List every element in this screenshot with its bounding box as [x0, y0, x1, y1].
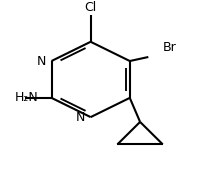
Text: Br: Br: [163, 41, 177, 54]
Text: N: N: [37, 55, 46, 67]
Text: H₂N: H₂N: [14, 91, 38, 104]
Text: N: N: [76, 111, 85, 124]
Text: Cl: Cl: [84, 1, 97, 14]
